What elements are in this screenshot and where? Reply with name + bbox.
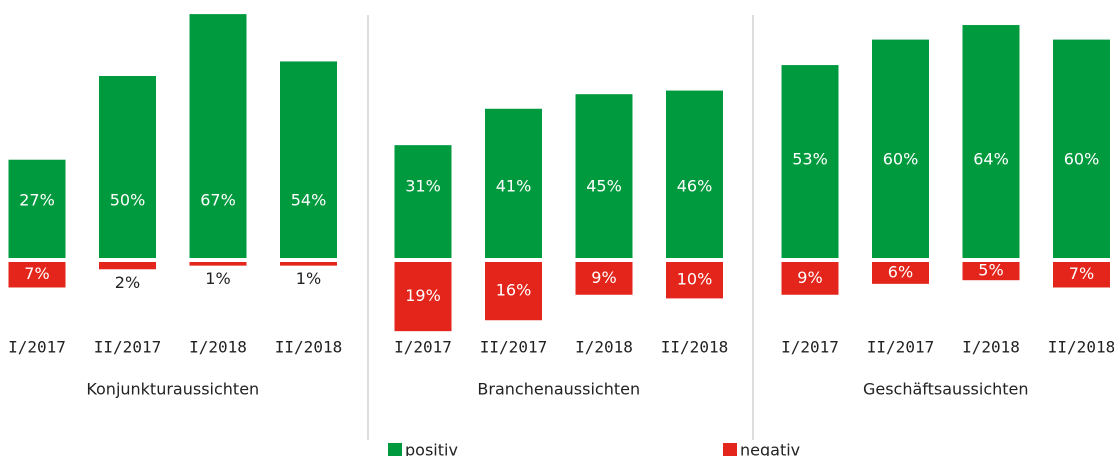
x-tick-label: I/2018 <box>189 338 247 357</box>
legend-label: positiv <box>405 441 458 456</box>
value-label: 45% <box>586 177 622 196</box>
value-label: 5% <box>978 261 1003 280</box>
bar-negativ <box>280 262 337 266</box>
value-label: 27% <box>19 191 55 210</box>
bar-negativ <box>575 262 633 295</box>
bar-negativ <box>962 262 1020 281</box>
x-tick-label: I/2017 <box>8 338 66 357</box>
bar-positiv <box>189 14 247 259</box>
x-tick-label: II/2018 <box>661 338 728 357</box>
value-label: 46% <box>677 177 713 196</box>
x-tick-label: II/2018 <box>1048 338 1114 357</box>
value-label: 60% <box>1064 150 1100 169</box>
bar-negativ <box>189 262 247 266</box>
bar-positiv <box>962 25 1020 259</box>
value-label: 54% <box>291 191 327 210</box>
value-label: 31% <box>405 177 441 196</box>
value-label: 60% <box>883 150 919 169</box>
bar-negativ <box>781 262 839 295</box>
legend-label: negativ <box>740 441 800 456</box>
x-tick-label: I/2017 <box>781 338 839 357</box>
group-title: Konjunkturaussichten <box>86 380 259 399</box>
bar-negativ <box>99 262 156 270</box>
value-label: 2% <box>115 273 140 292</box>
value-label: 9% <box>591 268 616 287</box>
value-label: 1% <box>205 269 230 288</box>
bar-positiv <box>575 94 633 258</box>
bar-positiv <box>666 90 723 258</box>
x-tick-label: II/2017 <box>480 338 547 357</box>
x-tick-label: I/2018 <box>962 338 1020 357</box>
value-label: 50% <box>110 191 146 210</box>
bar-positiv <box>99 76 156 258</box>
bar-positiv <box>781 65 839 258</box>
legend-swatch <box>388 443 402 456</box>
bar-negativ <box>1053 262 1110 288</box>
bar-positiv <box>485 108 542 258</box>
value-label: 64% <box>973 150 1009 169</box>
bar-positiv <box>394 145 452 258</box>
bar-positiv <box>280 61 337 258</box>
value-label: 16% <box>496 281 532 300</box>
value-label: 9% <box>797 268 822 287</box>
value-label: 7% <box>24 264 49 283</box>
bar-positiv <box>872 39 929 258</box>
value-label: 10% <box>677 270 713 289</box>
value-label: 41% <box>496 177 532 196</box>
value-label: 7% <box>1069 264 1094 283</box>
bar-positiv <box>8 159 66 258</box>
legend-swatch <box>723 443 737 456</box>
group-title: Branchenaussichten <box>477 380 640 399</box>
x-tick-label: II/2017 <box>867 338 934 357</box>
value-label: 19% <box>405 286 441 305</box>
value-label: 1% <box>296 269 321 288</box>
bar-negativ <box>8 262 66 288</box>
bar-negativ <box>666 262 723 299</box>
bar-negativ <box>872 262 929 284</box>
bar-negativ <box>394 262 452 332</box>
group-title: Geschäftsaussichten <box>863 380 1029 399</box>
x-tick-label: I/2018 <box>575 338 633 357</box>
x-tick-label: II/2017 <box>94 338 161 357</box>
x-tick-label: I/2017 <box>394 338 452 357</box>
value-label: 67% <box>200 191 236 210</box>
value-label: 6% <box>888 262 913 281</box>
bar-negativ <box>485 262 542 321</box>
bar-positiv <box>1053 39 1110 258</box>
x-tick-label: II/2018 <box>275 338 342 357</box>
value-label: 53% <box>792 150 828 169</box>
